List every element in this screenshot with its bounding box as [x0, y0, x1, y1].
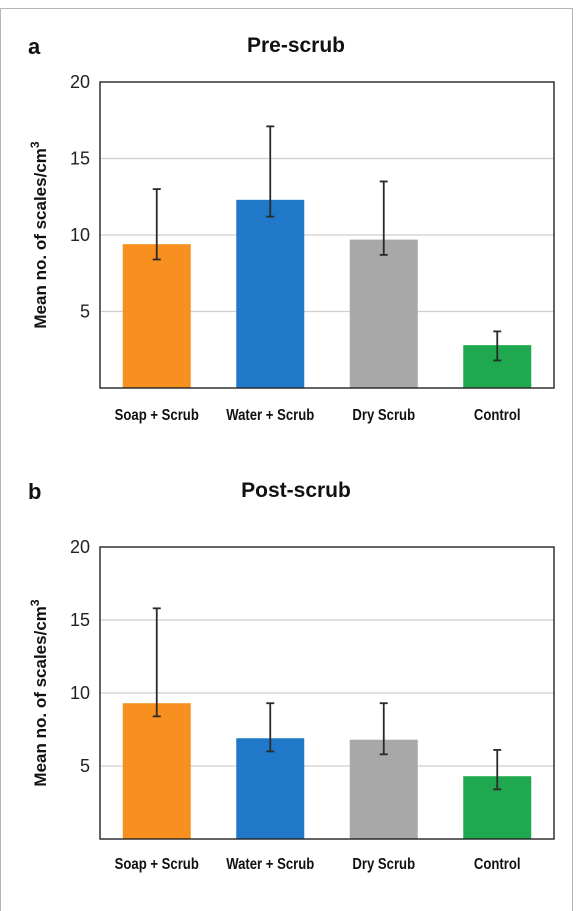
x-tick-label: Water + Scrub — [226, 407, 314, 424]
chart-title: Pre-scrub — [247, 34, 345, 57]
y-tick-label: 15 — [70, 149, 90, 169]
bar-soap-scrub — [122, 244, 191, 388]
y-axis-label-superscript: 3 — [28, 141, 42, 148]
error-bar — [266, 125, 275, 218]
error-bar — [493, 749, 502, 791]
bar-water-scrub — [236, 738, 305, 839]
y-tick-label: 10 — [70, 683, 90, 703]
error-bar — [266, 702, 275, 753]
x-tick-label: Dry Scrub — [352, 856, 415, 873]
x-tick-label: Control — [474, 856, 521, 873]
error-bar — [493, 330, 502, 362]
bar-water-scrub — [236, 199, 305, 388]
error-bar — [379, 180, 388, 256]
error-bar — [152, 188, 161, 261]
plot-frame — [99, 81, 555, 389]
y-axis-label-text: Mean no. of scales/cm — [31, 148, 50, 328]
bar-soap-scrub — [122, 703, 191, 839]
y-tick-label: 5 — [80, 302, 90, 322]
y-tick-label: 10 — [70, 225, 90, 245]
x-tick-label: Water + Scrub — [226, 856, 314, 873]
chart-panel-a: a Pre-scrub 5 10 15 20 Soap + Scrub Water + Scr… — [28, 34, 555, 424]
x-tick-label: Dry Scrub — [352, 407, 415, 424]
y-tick-label: 15 — [70, 610, 90, 630]
y-tick-label: 20 — [70, 72, 90, 92]
y-axis-label-text: Mean no. of scales/cm — [31, 606, 50, 786]
y-axis-label: Mean no. of scales/cm3 — [28, 141, 50, 328]
bar-dry-scrub — [349, 739, 418, 839]
figure-frame — [0, 8, 573, 911]
bar-dry-scrub — [349, 239, 418, 388]
error-bar — [379, 702, 388, 756]
panel-letter: a — [28, 34, 41, 59]
panel-letter: b — [28, 479, 41, 504]
y-axis-label-superscript: 3 — [28, 599, 42, 606]
x-tick-label: Control — [474, 407, 521, 424]
y-tick-label: 5 — [80, 756, 90, 776]
chart-panel-b: b Post-scrub 5 10 15 20 Soap + Scrub Water + Sc… — [28, 479, 555, 873]
y-tick-label: 20 — [70, 537, 90, 557]
y-axis-label: Mean no. of scales/cm3 — [28, 599, 50, 786]
error-bar — [152, 607, 161, 718]
chart-title: Post-scrub — [241, 479, 351, 502]
x-tick-label: Soap + Scrub — [115, 856, 199, 873]
plot-frame — [99, 546, 555, 840]
x-tick-label: Soap + Scrub — [115, 407, 199, 424]
